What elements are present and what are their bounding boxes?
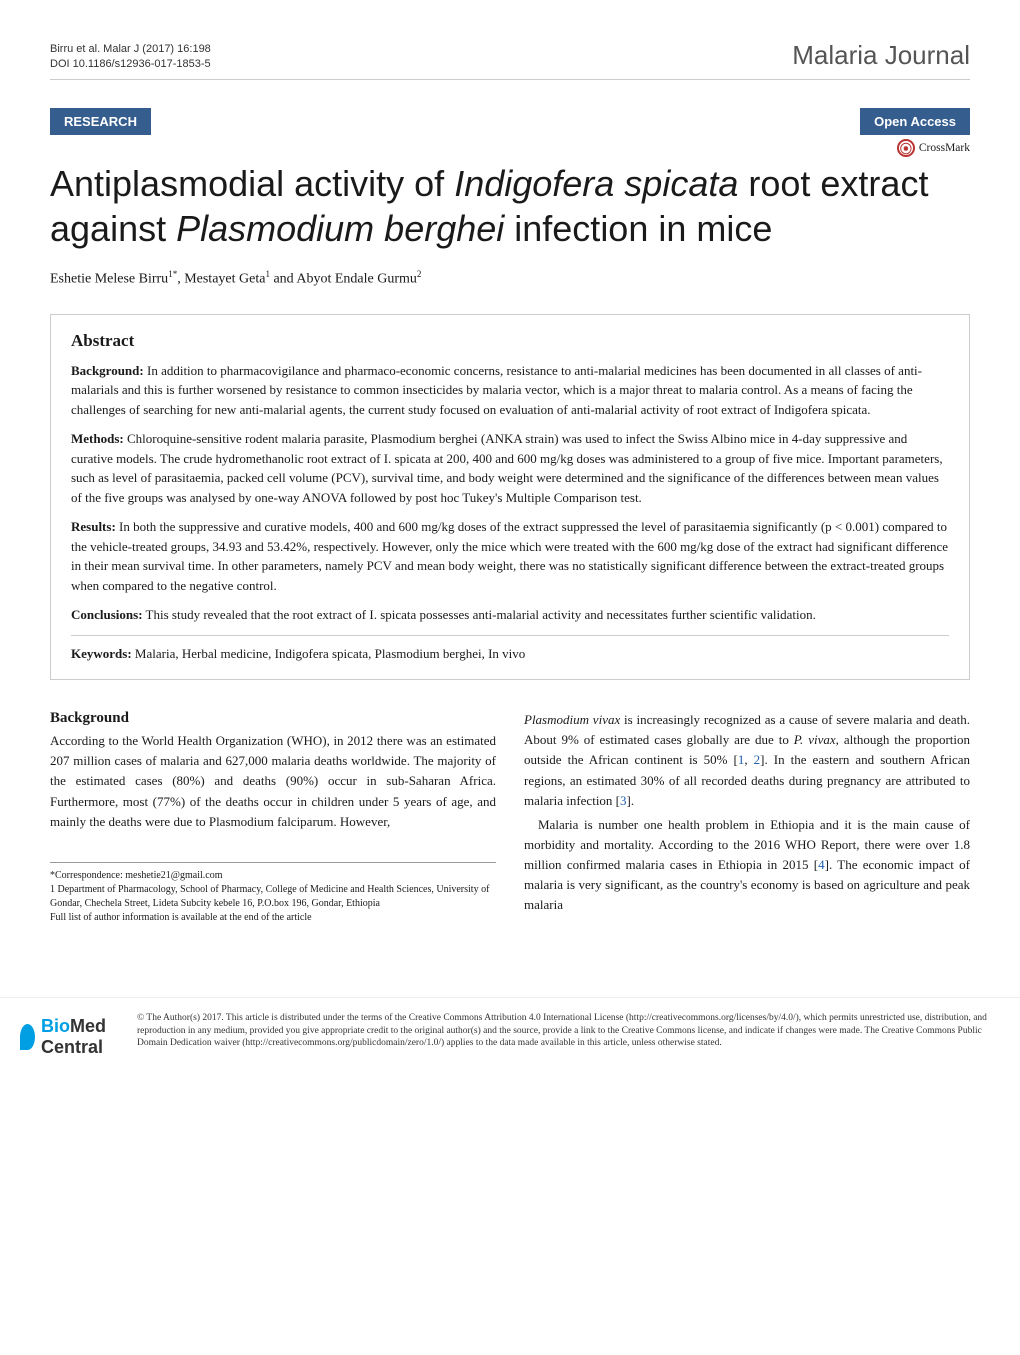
open-access-tag: Open Access	[860, 108, 970, 135]
body-columns: Background According to the World Health…	[50, 710, 970, 925]
crossmark-icon: ⦿	[897, 139, 915, 157]
ref-1[interactable]: 1	[738, 752, 745, 767]
abstract-background: Background: In addition to pharmacovigil…	[71, 361, 949, 420]
bmc-logo-text: BioMed Central	[41, 1016, 117, 1058]
doi-line: DOI 10.1186/s12936-017-1853-5	[50, 57, 211, 71]
background-text-col2-p2: Malaria is number one health problem in …	[524, 815, 970, 916]
article-title: Antiplasmodial activity of Indigofera sp…	[50, 161, 970, 251]
correspondence-block: *Correspondence: meshetie21@gmail.com 1 …	[50, 862, 496, 925]
background-text-col1: According to the World Health Organizati…	[50, 731, 496, 832]
background-heading: Background	[50, 710, 496, 727]
abstract-conclusions: Conclusions: This study revealed that th…	[71, 605, 949, 625]
correspondence-affiliation: 1 Department of Pharmacology, School of …	[50, 883, 496, 911]
journal-name: Malaria Journal	[792, 40, 970, 71]
abstract-methods: Methods: Chloroquine-sensitive rodent ma…	[71, 429, 949, 507]
tags-bar: RESEARCH Open Access	[50, 108, 970, 135]
authors-line: Eshetie Melese Birru1*, Mestayet Geta1 a…	[50, 269, 970, 288]
correspondence-email: *Correspondence: meshetie21@gmail.com	[50, 869, 496, 883]
citation-line: Birru et al. Malar J (2017) 16:198	[50, 42, 211, 56]
column-right: Plasmodium vivax is increasingly recogni…	[524, 710, 970, 925]
abstract-heading: Abstract	[71, 331, 949, 351]
footer: BioMed Central © The Author(s) 2017. Thi…	[0, 997, 1020, 1076]
article-citation: Birru et al. Malar J (2017) 16:198 DOI 1…	[50, 42, 211, 71]
license-text: © The Author(s) 2017. This article is di…	[137, 1012, 1000, 1050]
abstract-results: Results: In both the suppressive and cur…	[71, 517, 949, 595]
ref-2[interactable]: 2	[754, 752, 761, 767]
crossmark-label: CrossMark	[919, 142, 970, 154]
abstract-box: Abstract Background: In addition to phar…	[50, 314, 970, 681]
bmc-logo-icon	[20, 1024, 35, 1050]
crossmark-badge[interactable]: ⦿ CrossMark	[50, 139, 970, 157]
research-tag: RESEARCH	[50, 108, 151, 135]
biomed-central-logo: BioMed Central	[20, 1012, 117, 1062]
correspondence-note: Full list of author information is avail…	[50, 911, 496, 925]
ref-4[interactable]: 4	[818, 857, 825, 872]
header: Birru et al. Malar J (2017) 16:198 DOI 1…	[50, 40, 970, 80]
keywords: Keywords: Malaria, Herbal medicine, Indi…	[71, 635, 949, 664]
background-text-col2-p1: Plasmodium vivax is increasingly recogni…	[524, 710, 970, 811]
ref-3[interactable]: 3	[620, 793, 627, 808]
column-left: Background According to the World Health…	[50, 710, 496, 925]
